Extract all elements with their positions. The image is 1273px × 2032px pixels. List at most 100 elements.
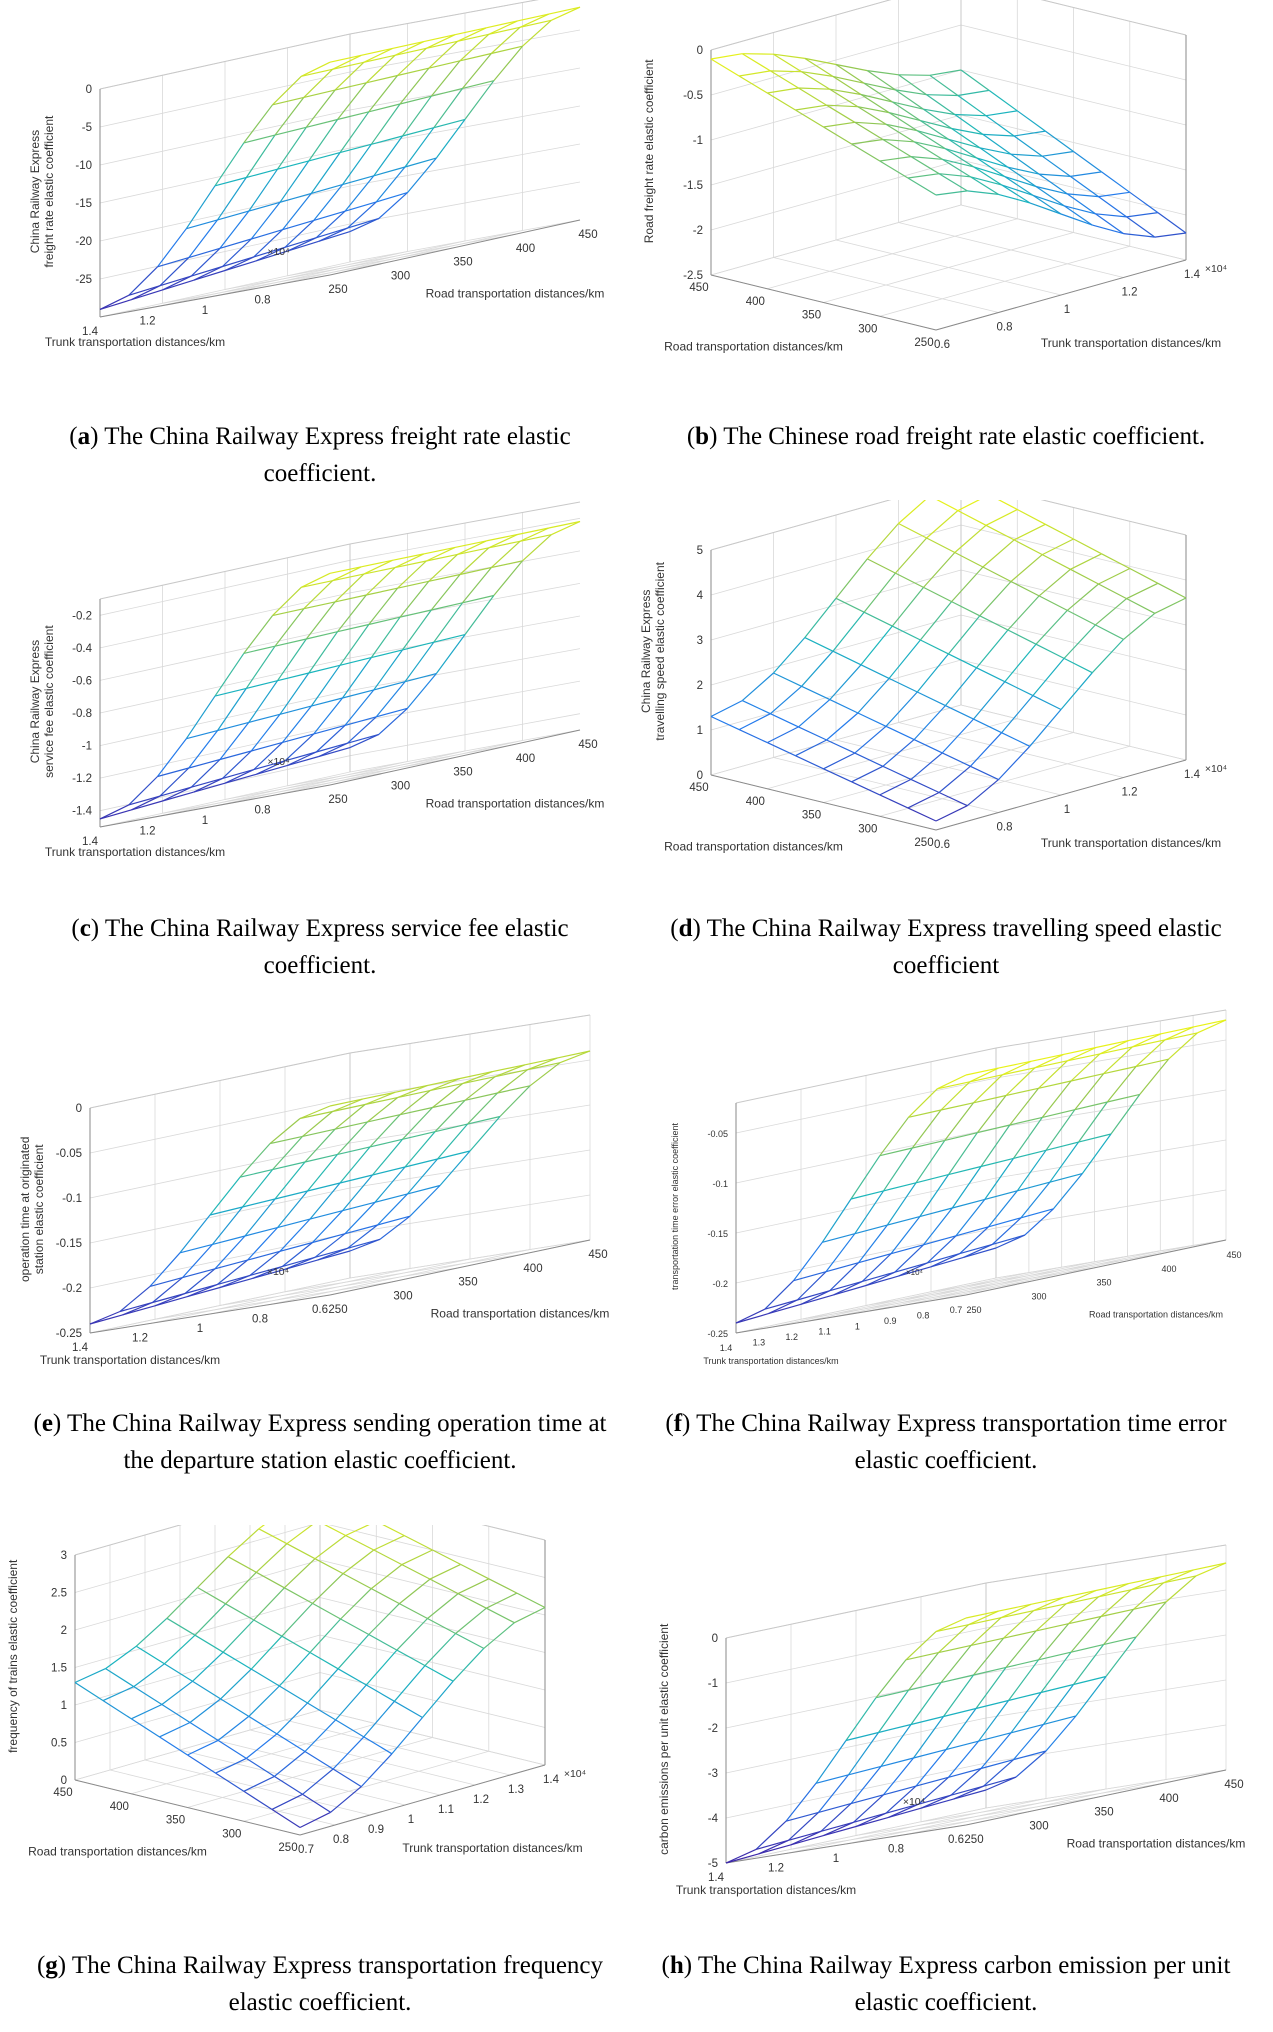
surface-mesh-segment: [243, 1775, 275, 1792]
surface-mesh-segment: [863, 572, 896, 613]
surface-mesh-segment: [397, 560, 427, 589]
surface-mesh: [725, 1562, 1227, 1864]
surface-mesh-segment: [767, 726, 799, 744]
surface-mesh-segment: [818, 1774, 849, 1813]
surface-mesh-segment: [242, 1198, 276, 1208]
surface-mesh-segment: [182, 1243, 213, 1279]
surface-mesh-segment: [878, 1689, 909, 1733]
surface-mesh-segment: [1063, 1589, 1097, 1598]
x-tick-label: 1.4: [82, 326, 99, 338]
surface-mesh-segment: [272, 75, 302, 106]
y-axis-line: [710, 274, 937, 331]
surface-mesh-segment: [217, 1715, 250, 1741]
surface-mesh-segment: [920, 120, 952, 130]
surface-mesh-segment: [431, 602, 463, 611]
surface-mesh-segment: [249, 1265, 283, 1276]
surface-mesh-segment: [279, 1241, 313, 1252]
surface-mesh-segment: [788, 1811, 819, 1841]
surface-mesh-segment: [941, 718, 974, 754]
surface-mesh-segment: [248, 1685, 280, 1717]
y-tick-label: 450: [689, 282, 708, 294]
surface-mesh-segment: [152, 1277, 183, 1303]
surface-mesh-segment: [1000, 1610, 1034, 1619]
surface-mesh-segment: [433, 88, 463, 129]
box-edge: [985, 1544, 1227, 1584]
surface-mesh-segment: [399, 95, 432, 105]
surface-mesh-segment: [973, 1074, 1003, 1104]
surface-mesh-segment: [940, 1645, 972, 1683]
axes-box: [725, 1544, 1227, 1864]
surface-mesh-segment: [976, 157, 1006, 178]
surface-mesh-segment: [373, 1549, 403, 1566]
surface-mesh-segment: [332, 573, 364, 582]
surface-mesh-segment: [978, 1732, 1012, 1742]
surface-mesh-segment: [853, 1794, 884, 1823]
z-axis-title: travelling speed elastic coefficient: [653, 561, 667, 740]
surface-mesh-segment: [272, 608, 304, 617]
surface-mesh-segment: [795, 739, 827, 757]
surface-mesh-segment: [894, 1244, 924, 1273]
surface-mesh-segment: [875, 1659, 907, 1699]
surface-mesh-segment: [948, 653, 977, 669]
surface-mesh-segment: [938, 791, 968, 807]
surface-mesh-segment: [882, 138, 912, 158]
surface-mesh-segment: [462, 594, 494, 604]
y-axis-title: Road transportation distances/km: [426, 287, 605, 301]
surface-mesh-segment: [855, 1812, 887, 1828]
surface-mesh-segment: [957, 500, 981, 512]
surface-mesh-segment: [157, 738, 187, 777]
x-tick-label: 1.4: [720, 1343, 733, 1353]
surface-mesh-segment: [185, 695, 216, 740]
surface-mesh: [735, 1019, 1227, 1324]
surface-mesh-segment: [963, 1247, 997, 1258]
surface-mesh-segment: [915, 1776, 949, 1787]
x-tick-label: 1: [855, 1321, 860, 1331]
surface-mesh-segment: [885, 691, 918, 727]
floor-gridline: [823, 732, 1074, 803]
x-tick-label: 1: [202, 305, 208, 317]
surface-mesh-segment: [490, 540, 521, 569]
surface-mesh-segment: [222, 1651, 252, 1670]
surface-mesh-segment: [344, 201, 377, 212]
x-tick-label: 0.8: [997, 822, 1013, 834]
surface-mesh-segment: [347, 716, 377, 744]
surface-mesh-segment: [404, 127, 435, 168]
surface-mesh-segment: [368, 587, 398, 625]
surface-mesh-segment: [1099, 1040, 1129, 1055]
surface-mesh-segment: [488, 26, 521, 35]
z-tick-label: 3: [61, 1550, 67, 1562]
surface-mesh-segment: [935, 190, 968, 196]
surface-mesh-segment: [122, 1301, 153, 1316]
surface-mesh-segment: [551, 520, 581, 536]
surface-mesh-segment: [898, 74, 927, 96]
x-tick-label: 1.1: [438, 1804, 454, 1816]
surface-mesh-segment: [490, 26, 521, 54]
surface-mesh-segment: [913, 739, 943, 754]
z-tick-label: 4: [697, 590, 704, 602]
surface-mesh-segment: [344, 1201, 376, 1235]
surface-mesh-segment: [1053, 1173, 1083, 1210]
surface-mesh-segment: [397, 67, 429, 77]
surface-mesh-segment: [923, 586, 952, 603]
surface-mesh-segment: [391, 1717, 423, 1755]
surface-mesh-segment: [883, 1147, 913, 1192]
surface-mesh-segment: [888, 112, 921, 122]
surface-mesh-segment: [256, 250, 288, 262]
y-axis-line: [74, 1779, 301, 1836]
surface-mesh-segment: [370, 616, 401, 658]
surface-mesh-segment: [823, 1825, 857, 1837]
surface-mesh-segment: [427, 1593, 459, 1619]
surface-mesh-segment: [930, 1253, 961, 1268]
surface-mesh-segment: [991, 1217, 1022, 1245]
surface-mesh-segment: [428, 60, 461, 69]
surface-mesh-segment: [948, 138, 980, 149]
surface-mesh-segment: [396, 1618, 428, 1651]
caption-c: (c) The China Railway Express service fe…: [71, 915, 569, 979]
surface-mesh-segment: [710, 715, 740, 731]
surface-mesh-segment: [1032, 194, 1065, 207]
x-tick-label: 1: [408, 1814, 414, 1826]
y-tick-label: 350: [1094, 1807, 1113, 1819]
x-axis-line: [99, 784, 331, 828]
surface-mesh-segment: [306, 118, 338, 128]
surface-mesh-segment: [191, 265, 223, 277]
